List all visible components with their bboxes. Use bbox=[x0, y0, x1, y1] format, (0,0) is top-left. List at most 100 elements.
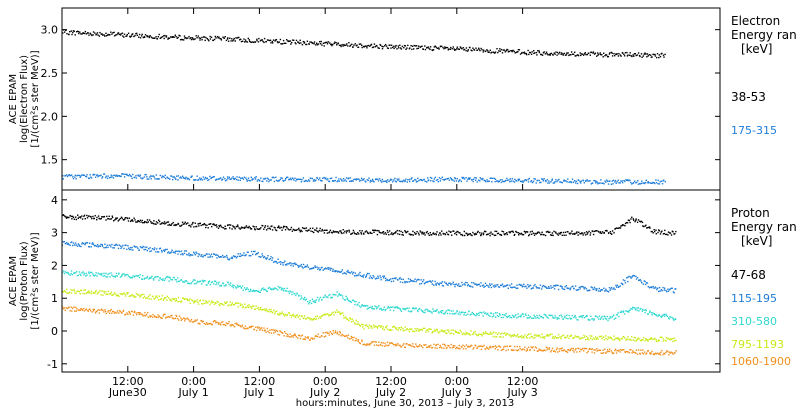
proton-data-point bbox=[418, 279, 420, 281]
proton-data-point bbox=[319, 268, 321, 271]
electron-data-point bbox=[627, 54, 629, 56]
proton-data-point bbox=[279, 286, 281, 289]
proton-data-point bbox=[386, 278, 388, 281]
proton-data-point bbox=[564, 286, 566, 288]
proton-data-point bbox=[664, 287, 666, 289]
proton-data-point bbox=[652, 232, 654, 234]
proton-data-point bbox=[310, 337, 312, 339]
proton-data-point bbox=[337, 271, 339, 273]
proton-data-point bbox=[501, 230, 503, 232]
proton-data-point bbox=[600, 289, 603, 291]
proton-data-point bbox=[599, 290, 601, 292]
proton-data-point bbox=[362, 275, 364, 277]
proton-data-point bbox=[444, 330, 446, 332]
electron-data-point bbox=[294, 42, 296, 44]
proton-data-point bbox=[301, 297, 303, 299]
proton-data-point bbox=[165, 222, 167, 224]
proton-data-point bbox=[94, 244, 97, 247]
proton-data-point bbox=[639, 220, 641, 222]
proton-data-point bbox=[271, 225, 273, 227]
proton-data-point bbox=[527, 317, 529, 319]
proton-data-point bbox=[496, 312, 498, 314]
proton-data-point bbox=[489, 232, 491, 235]
electron-data-point bbox=[596, 55, 598, 57]
proton-data-point bbox=[488, 286, 490, 288]
proton-data-point bbox=[514, 286, 516, 288]
electron-data-point bbox=[606, 179, 608, 181]
electron-data-point bbox=[597, 183, 599, 185]
proton-data-point bbox=[92, 310, 95, 312]
electron-data-point bbox=[92, 31, 95, 33]
proton-data-point bbox=[422, 279, 425, 281]
electron-data-point bbox=[592, 51, 595, 53]
proton-data-point bbox=[421, 310, 424, 312]
proton-data-point bbox=[73, 288, 75, 291]
proton-data-point bbox=[245, 225, 248, 227]
proton-data-point bbox=[558, 350, 561, 352]
proton-data-point bbox=[315, 318, 318, 320]
proton-data-point bbox=[526, 337, 528, 339]
electron-data-point bbox=[649, 182, 652, 184]
proton-data-point bbox=[118, 312, 120, 314]
proton-data-point bbox=[81, 218, 84, 220]
electron-data-point bbox=[397, 45, 399, 47]
proton-data-point bbox=[468, 346, 470, 348]
proton-data-point bbox=[258, 291, 260, 293]
proton-data-point bbox=[589, 289, 591, 291]
electron-data-point bbox=[230, 178, 232, 180]
electron-ytick-label: 1.5 bbox=[41, 154, 59, 167]
electron-data-point bbox=[250, 176, 252, 178]
proton-data-point bbox=[131, 310, 133, 313]
proton-data-point bbox=[107, 218, 110, 220]
proton-data-point bbox=[551, 314, 553, 317]
proton-data-point bbox=[385, 326, 387, 328]
proton-data-point bbox=[550, 287, 552, 289]
proton-data-point bbox=[439, 232, 441, 234]
proton-data-point bbox=[85, 292, 88, 294]
electron-data-point bbox=[255, 176, 257, 178]
electron-data-point bbox=[503, 49, 506, 51]
proton-data-point bbox=[304, 299, 307, 301]
proton-data-point bbox=[304, 266, 306, 268]
electron-data-point bbox=[593, 53, 596, 55]
proton-data-point bbox=[317, 333, 319, 335]
proton-data-point bbox=[236, 255, 238, 258]
electron-data-point bbox=[429, 176, 432, 179]
proton-data-point bbox=[341, 333, 343, 336]
proton-data-point bbox=[337, 295, 339, 297]
proton-data-point bbox=[614, 228, 616, 230]
electron-data-point bbox=[78, 32, 80, 35]
electron-data-point bbox=[571, 53, 574, 55]
electron-data-point bbox=[164, 174, 166, 176]
proton-data-point bbox=[475, 283, 477, 285]
electron-data-point bbox=[603, 52, 605, 54]
proton-data-point bbox=[235, 225, 238, 228]
proton-data-point bbox=[238, 302, 240, 304]
proton-data-point bbox=[446, 329, 448, 331]
proton-data-point bbox=[160, 298, 163, 300]
proton-data-point bbox=[624, 351, 627, 354]
proton-data-point bbox=[357, 339, 360, 341]
proton-data-point bbox=[285, 226, 288, 228]
electron-data-point bbox=[647, 182, 649, 184]
proton-data-point bbox=[659, 352, 661, 355]
proton-data-point bbox=[374, 305, 376, 307]
proton-data-point bbox=[426, 346, 428, 349]
electron-data-point bbox=[80, 33, 82, 35]
proton-data-point bbox=[349, 318, 352, 320]
proton-data-point bbox=[478, 314, 480, 316]
electron-data-point bbox=[485, 50, 487, 52]
proton-data-point bbox=[483, 311, 485, 313]
electron-ylabel-line-1: ACE EPAM bbox=[8, 74, 19, 124]
proton-data-point bbox=[607, 291, 610, 293]
proton-data-point bbox=[445, 310, 448, 312]
proton-data-point bbox=[656, 288, 658, 291]
proton-data-point bbox=[297, 334, 300, 337]
proton-data-point bbox=[504, 314, 506, 317]
proton-data-point bbox=[105, 293, 107, 295]
proton-data-point bbox=[83, 289, 85, 291]
proton-data-point bbox=[636, 309, 638, 311]
proton-data-point bbox=[101, 272, 103, 275]
electron-data-point bbox=[200, 177, 202, 180]
proton-data-point bbox=[528, 337, 531, 339]
